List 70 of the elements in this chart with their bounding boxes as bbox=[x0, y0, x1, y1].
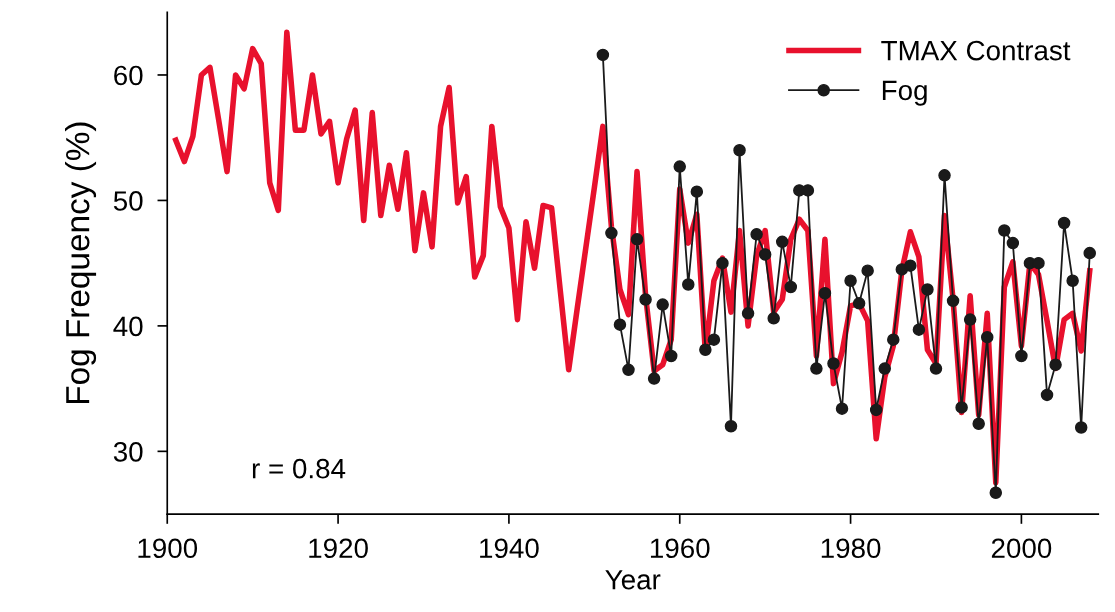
point bbox=[1040, 388, 1054, 402]
x-tick-label: 1920 bbox=[309, 538, 368, 559]
x-tick-label: 2000 bbox=[991, 538, 1052, 559]
point bbox=[733, 143, 746, 157]
point bbox=[810, 362, 823, 375]
point bbox=[613, 318, 627, 331]
point bbox=[869, 403, 883, 417]
point bbox=[639, 293, 652, 306]
x-tick-label: 1940 bbox=[480, 538, 539, 559]
point bbox=[835, 402, 849, 415]
point bbox=[699, 343, 712, 356]
y-tick-label: 60 bbox=[114, 65, 143, 86]
point bbox=[1015, 349, 1028, 363]
point bbox=[716, 256, 729, 270]
point bbox=[989, 486, 1003, 500]
point bbox=[630, 233, 644, 246]
legend-label: Fog bbox=[882, 80, 927, 106]
point bbox=[1057, 216, 1071, 230]
point bbox=[998, 224, 1011, 237]
point bbox=[707, 333, 721, 346]
point bbox=[664, 349, 678, 363]
point bbox=[1066, 274, 1079, 287]
point bbox=[647, 372, 661, 385]
y-tick-label: 30 bbox=[113, 442, 143, 462]
point bbox=[946, 294, 960, 308]
point bbox=[1032, 256, 1045, 270]
point bbox=[1006, 236, 1020, 250]
point bbox=[955, 401, 968, 414]
point bbox=[682, 278, 695, 291]
point bbox=[912, 323, 926, 336]
point bbox=[758, 248, 772, 261]
point bbox=[741, 307, 755, 320]
point bbox=[980, 330, 994, 344]
point bbox=[596, 48, 610, 62]
point bbox=[972, 417, 985, 430]
y-tick-label: 40 bbox=[113, 316, 143, 337]
point bbox=[963, 313, 977, 326]
point bbox=[878, 362, 891, 375]
point bbox=[605, 226, 618, 240]
point bbox=[904, 259, 917, 272]
x-tick-label: 1980 bbox=[821, 538, 881, 559]
x-tick-label: 1900 bbox=[138, 538, 198, 559]
point bbox=[1049, 358, 1062, 372]
point bbox=[887, 333, 900, 346]
point bbox=[673, 160, 686, 173]
point bbox=[622, 363, 635, 377]
legend-label: TMAX Contrast bbox=[881, 40, 1071, 61]
point bbox=[1074, 421, 1088, 434]
point bbox=[938, 169, 951, 182]
point bbox=[724, 420, 738, 433]
point bbox=[767, 312, 780, 325]
point bbox=[861, 264, 874, 277]
point bbox=[690, 185, 704, 198]
point bbox=[852, 297, 866, 310]
y-axis-title: Fog Frequency (%) bbox=[65, 122, 97, 404]
point bbox=[656, 298, 669, 311]
x-axis-title: Year bbox=[605, 570, 661, 590]
point bbox=[827, 357, 840, 370]
point bbox=[775, 235, 789, 249]
point bbox=[921, 283, 934, 296]
point bbox=[1083, 246, 1096, 260]
point bbox=[750, 228, 763, 241]
point bbox=[801, 184, 815, 197]
x-tick-label: 1960 bbox=[650, 538, 710, 559]
point bbox=[818, 287, 832, 300]
point bbox=[784, 280, 798, 294]
point bbox=[929, 362, 943, 375]
annotation: r = 0.84 bbox=[252, 458, 346, 479]
y-tick-label: 50 bbox=[113, 191, 143, 211]
point bbox=[844, 274, 857, 287]
